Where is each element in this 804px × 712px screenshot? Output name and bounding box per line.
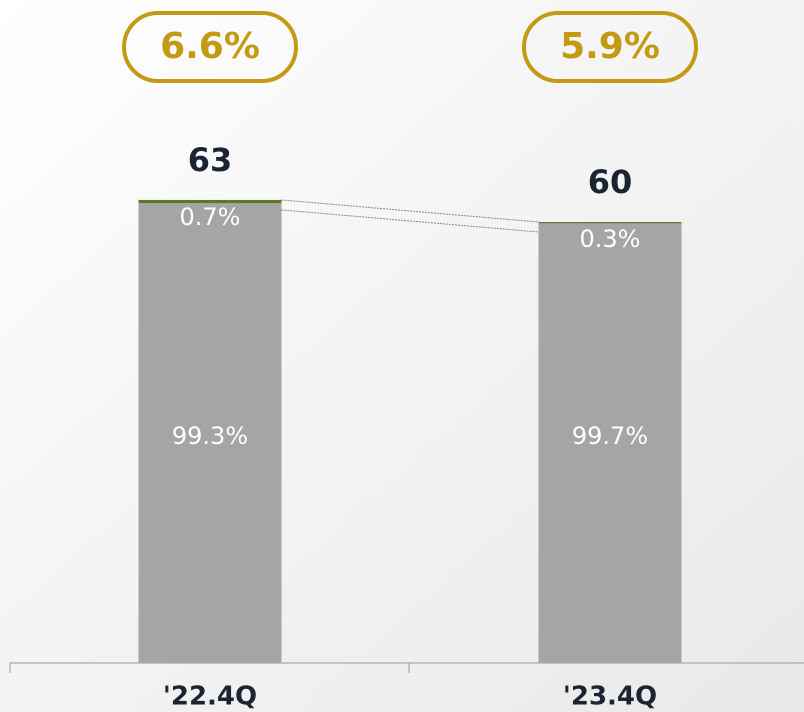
segment-label: 99.3%: [172, 422, 248, 450]
badge: [522, 11, 698, 83]
bar-segment: [538, 222, 682, 224]
badge: [122, 11, 298, 83]
badge-label: 5.9%: [560, 26, 660, 67]
segment-label: 0.3%: [580, 225, 641, 253]
x-tick-label: '22.4Q: [163, 682, 257, 712]
bar-segment: [138, 199, 282, 204]
bar-segment: [538, 223, 682, 663]
badge-label: 6.6%: [160, 26, 260, 67]
segment-label: 0.7%: [180, 203, 241, 231]
total-label: 60: [588, 163, 633, 201]
connector: [281, 199, 539, 223]
segment-label: 99.7%: [572, 422, 648, 450]
bar-segment: [138, 203, 282, 663]
total-label: 63: [188, 141, 233, 179]
x-tick-label: '23.4Q: [563, 682, 657, 712]
connector: [281, 209, 539, 233]
